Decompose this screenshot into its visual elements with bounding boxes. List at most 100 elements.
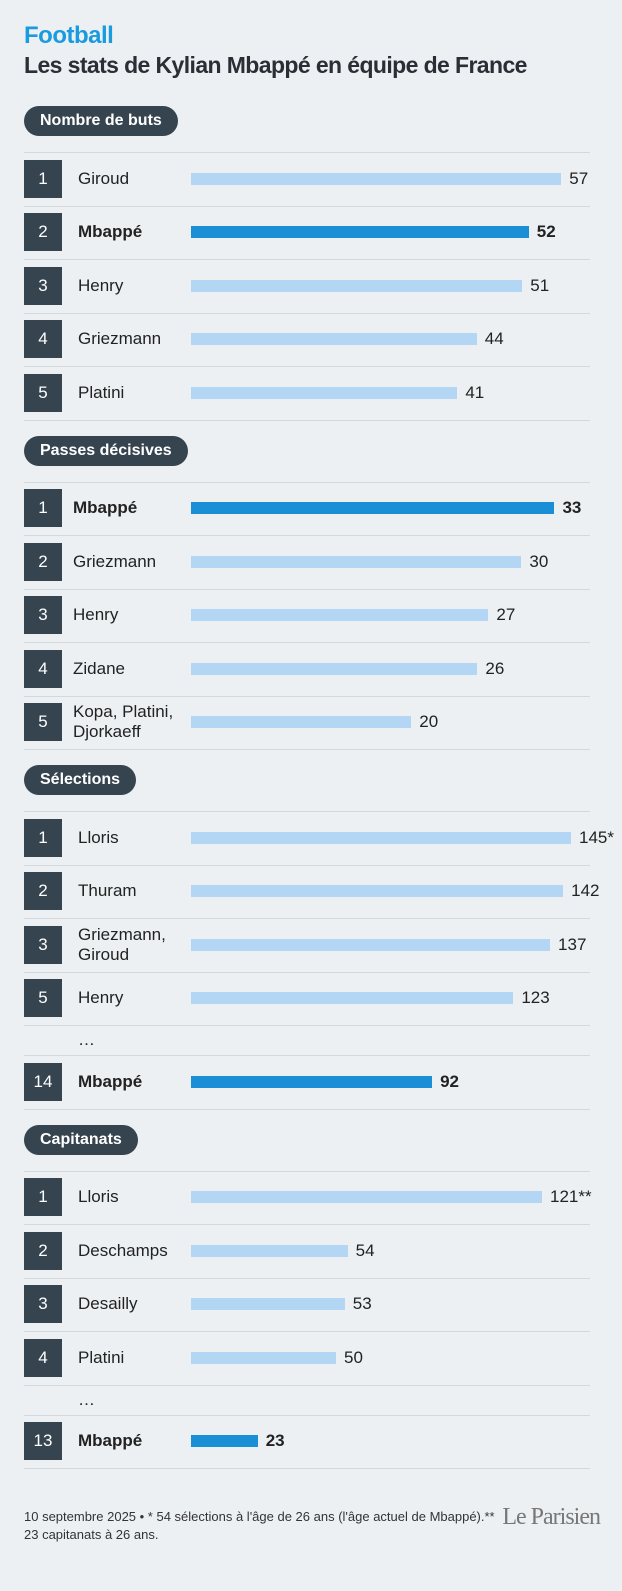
- player-name: Mbappé: [78, 222, 143, 242]
- separator: [24, 1025, 590, 1026]
- separator: [24, 1468, 590, 1469]
- player-name: Kopa, Platini, Djorkaeff: [73, 702, 174, 742]
- value-label: 41: [465, 382, 485, 402]
- separator: [24, 1055, 590, 1056]
- bar: [191, 1075, 433, 1088]
- value-label: 51: [530, 275, 550, 295]
- player-name: Griezmann: [78, 329, 162, 349]
- value-label: 53: [352, 1294, 372, 1314]
- bar: [191, 502, 555, 515]
- rank-box: 1: [24, 818, 62, 857]
- rank-box: 2: [24, 542, 62, 581]
- bar: [191, 609, 489, 622]
- separator: [24, 152, 590, 153]
- rank-box: 2: [24, 213, 62, 252]
- rank-box: 3: [24, 1285, 62, 1324]
- separator: [24, 642, 590, 643]
- player-name: Griezmann, Giroud: [78, 924, 166, 964]
- player-name: Thuram: [78, 881, 137, 901]
- value-label: 54: [355, 1240, 375, 1260]
- player-name: Zidane: [73, 658, 125, 678]
- player-name: …: [78, 1030, 95, 1049]
- value-label: 26: [485, 658, 505, 678]
- rank-box: 2: [24, 1231, 62, 1270]
- value-label: 20: [419, 712, 439, 732]
- value-label: 44: [484, 329, 504, 349]
- rank-box: 5: [24, 979, 62, 1018]
- separator: [24, 1170, 590, 1172]
- rank-box: 1: [24, 159, 62, 198]
- header-title: Football: [24, 22, 114, 49]
- bar: [191, 172, 562, 185]
- rank-box: 2: [24, 872, 62, 911]
- player-name: Desailly: [78, 1294, 138, 1314]
- rank-box: 3: [24, 925, 62, 964]
- rank-box: 3: [24, 266, 62, 305]
- player-name: Mbappé: [73, 498, 138, 518]
- separator: [24, 1414, 590, 1416]
- rank-box: 4: [24, 649, 62, 688]
- section-title: Capitanats: [24, 1124, 138, 1155]
- rank-box: 14: [24, 1062, 62, 1101]
- separator: [24, 811, 590, 812]
- separator: [24, 918, 590, 919]
- separator: [24, 366, 590, 367]
- value-label: 50: [344, 1347, 363, 1367]
- bar: [191, 1298, 345, 1311]
- bar: [191, 992, 514, 1005]
- separator: [24, 312, 590, 314]
- rank-box: 13: [24, 1422, 62, 1461]
- bar: [191, 1435, 258, 1448]
- bar: [191, 716, 412, 729]
- separator: [24, 1331, 590, 1332]
- player-name: Mbappé: [78, 1431, 143, 1451]
- value-label: 27: [496, 605, 516, 625]
- bar: [191, 831, 571, 844]
- bar: [191, 662, 478, 675]
- player-name: Griezmann: [73, 551, 157, 571]
- player-name: Lloris: [78, 827, 119, 847]
- bar: [191, 1351, 337, 1364]
- rank-box: 1: [24, 1178, 62, 1217]
- player-name: Henry: [78, 275, 124, 295]
- separator: [24, 864, 590, 866]
- value-label: 137: [558, 934, 587, 954]
- rank-box: 5: [24, 703, 62, 742]
- bar: [191, 885, 564, 898]
- rank-box: 4: [24, 320, 62, 359]
- player-name: Deschamps: [78, 1240, 168, 1260]
- bar: [191, 386, 458, 399]
- header-subtitle: Les stats de Kylian Mbappé en équipe de …: [24, 52, 527, 78]
- separator: [24, 971, 590, 973]
- bar: [191, 1244, 348, 1257]
- bar: [191, 1191, 542, 1204]
- value-label: 33: [562, 498, 582, 518]
- separator: [24, 535, 590, 536]
- value-label: 142: [571, 881, 600, 901]
- player-name: Giroud: [78, 168, 130, 188]
- value-label: 52: [536, 222, 556, 242]
- separator: [24, 1224, 590, 1225]
- separator: [24, 588, 590, 590]
- bar: [191, 279, 523, 292]
- bar: [191, 226, 529, 239]
- separator: [24, 695, 590, 697]
- value-label: 30: [529, 551, 549, 571]
- rank-box: 4: [24, 1338, 62, 1377]
- value-label: 92: [440, 1071, 460, 1091]
- value-label: 23: [265, 1431, 285, 1451]
- section-title: Sélections: [24, 765, 137, 795]
- separator: [24, 419, 590, 421]
- section-title: Passes décisives: [24, 435, 188, 466]
- player-name: Henry: [78, 988, 124, 1008]
- player-name: …: [78, 1389, 95, 1409]
- rank-box: 5: [24, 373, 62, 412]
- player-name: Lloris: [78, 1187, 119, 1207]
- value-label: 57: [569, 168, 589, 188]
- logo: Le Parisien: [502, 1504, 601, 1530]
- separator: [24, 259, 590, 260]
- value-label: 145*: [579, 827, 614, 847]
- footer-note: 10 septembre 2025 • * 54 sélections à l'…: [24, 1509, 495, 1542]
- bar: [191, 555, 522, 568]
